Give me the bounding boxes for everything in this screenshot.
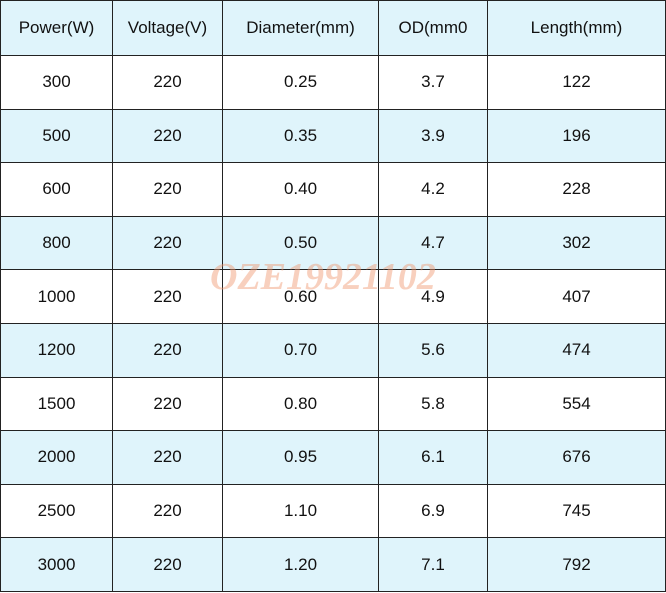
table-cell: 228: [487, 162, 666, 217]
table-row: 300 220 0.25 3.7 122: [0, 55, 666, 110]
table-row: 3000 220 1.20 7.1 792: [0, 537, 666, 592]
table-cell: 220: [112, 430, 223, 485]
table-row: 2000 220 0.95 6.1 676: [0, 430, 666, 485]
table-cell: 600: [0, 162, 113, 217]
table-cell: 4.2: [378, 162, 488, 217]
table-cell: 0.25: [222, 55, 379, 110]
table-cell: 220: [112, 376, 223, 432]
table-cell: 474: [487, 322, 666, 378]
table-row: 1000 220 0.60 4.9 407: [0, 269, 666, 324]
table-cell: 220: [112, 269, 223, 324]
table-cell: 4.9: [378, 269, 488, 324]
table-cell: 1000: [0, 269, 113, 324]
table-cell: 676: [487, 430, 666, 485]
table-cell: 0.80: [222, 376, 379, 432]
table-cell: 7.1: [378, 537, 488, 592]
table-cell: 5.8: [378, 376, 488, 432]
header-cell: Voltage(V): [112, 0, 223, 56]
table-cell: 500: [0, 108, 113, 164]
table-row: 2500 220 1.10 6.9 745: [0, 483, 666, 539]
table-cell: 0.70: [222, 322, 379, 378]
table-cell: 220: [112, 322, 223, 378]
table-row: 1200 220 0.70 5.6 474: [0, 322, 666, 378]
header-cell: Power(W): [0, 0, 113, 56]
table-header: Power(W) Voltage(V) Diameter(mm) OD(mm0 Leng…: [0, 0, 666, 56]
table-row: 600 220 0.40 4.2 228: [0, 162, 666, 217]
table-cell: 1500: [0, 376, 113, 432]
table-cell: 745: [487, 483, 666, 539]
table-cell: 3.9: [378, 108, 488, 164]
table-cell: 6.1: [378, 430, 488, 485]
table-cell: 0.50: [222, 215, 379, 271]
table-cell: 220: [112, 215, 223, 271]
table-row: 1500 220 0.80 5.8 554: [0, 376, 666, 432]
table-cell: 5.6: [378, 322, 488, 378]
table-cell: 3000: [0, 537, 113, 592]
table-cell: 1.20: [222, 537, 379, 592]
table-cell: 302: [487, 215, 666, 271]
table-cell: 2500: [0, 483, 113, 539]
table-cell: 300: [0, 55, 113, 110]
table-cell: 0.95: [222, 430, 379, 485]
table-body: 300 220 0.25 3.7 122 500 220 0.35 3.9 196 600 220 0.…: [0, 55, 666, 592]
table-cell: 220: [112, 55, 223, 110]
table-row: 800 220 0.50 4.7 302: [0, 215, 666, 271]
table-cell: 800: [0, 215, 113, 271]
table-cell: 1.10: [222, 483, 379, 539]
table-cell: 220: [112, 162, 223, 217]
table-cell: 4.7: [378, 215, 488, 271]
table-cell: 554: [487, 376, 666, 432]
header-cell: Length(mm): [487, 0, 666, 56]
table-cell: 2000: [0, 430, 113, 485]
table-cell: 3.7: [378, 55, 488, 110]
table-row: 500 220 0.35 3.9 196: [0, 108, 666, 164]
table-cell: 6.9: [378, 483, 488, 539]
table-cell: 220: [112, 483, 223, 539]
table-cell: 0.35: [222, 108, 379, 164]
header-cell: OD(mm0: [378, 0, 488, 56]
header-cell: Diameter(mm): [222, 0, 379, 56]
table-cell: 792: [487, 537, 666, 592]
table-cell: 122: [487, 55, 666, 110]
table-cell: 1200: [0, 322, 113, 378]
table-cell: 0.60: [222, 269, 379, 324]
header-row: Power(W) Voltage(V) Diameter(mm) OD(mm0 Leng…: [0, 0, 666, 56]
table-cell: 407: [487, 269, 666, 324]
table-cell: 196: [487, 108, 666, 164]
table-cell: 220: [112, 108, 223, 164]
table-cell: 220: [112, 537, 223, 592]
table-cell: 0.40: [222, 162, 379, 217]
